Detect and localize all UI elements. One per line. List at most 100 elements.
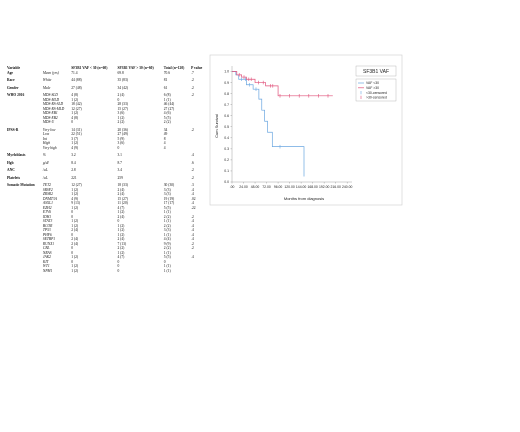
table-row: MDS-U 0 2 (2) 2 (2) xyxy=(6,120,206,125)
table-cell: 1 (2) xyxy=(71,141,79,145)
table-row: BCOR 1 (2) 1 (2) 2 (2) .4 xyxy=(6,224,206,229)
table-cell: 17 (17) xyxy=(163,201,175,205)
table-cell: .4 xyxy=(191,228,194,232)
table-cell: TET2 xyxy=(42,183,51,187)
y-tick-label: 1.0 xyxy=(224,70,229,74)
table-cell: 35 (83) xyxy=(117,78,128,82)
table-cell: 1 (2) xyxy=(117,115,125,120)
table-row: MDS-MLD 1 (2) 0 1 (1) xyxy=(6,98,206,103)
table-cell: NRAS xyxy=(42,250,52,255)
table-cell: SETBP1 xyxy=(42,237,56,241)
legend-label: VAF <30 xyxy=(366,81,379,85)
table-cell: 69.8 xyxy=(117,70,124,75)
x-tick-label: .00 xyxy=(230,185,235,189)
table-cell: Gender xyxy=(7,85,19,90)
table-cell: Int xyxy=(42,136,47,141)
table-row: Low 22 (51) 27 (49) 49 xyxy=(6,132,206,137)
table-cell: ANC xyxy=(7,168,15,172)
characteristics-table: Variable SF3B1 VAF < 30 (n=60) SF3B1 VAF >… xyxy=(6,66,206,273)
table-cell: .6 xyxy=(191,160,194,165)
table-cell: .2 xyxy=(191,246,194,250)
table-row: MDS-RS-SLD 18 (42) 28 (33) 46 (44) xyxy=(6,102,206,107)
x-tick-label: 120.00 xyxy=(284,185,294,189)
table-cell: .2 xyxy=(191,214,194,219)
table-cell: Low xyxy=(42,132,50,136)
table-row: NPM1 1 (2) 0 1 (1) xyxy=(6,269,206,274)
table-cell: .2 xyxy=(191,168,194,172)
header-cell: Total (n=120) xyxy=(163,66,185,70)
table-cell: 3 (3) xyxy=(163,187,171,192)
y-tick-label: 0.9 xyxy=(224,81,229,85)
table-cell: SRSF2 xyxy=(42,187,53,192)
table-cell: 0 xyxy=(117,268,120,273)
table-row: JAK2 1 (2) 4 (7) 5 (5) .4 xyxy=(6,255,206,260)
table-cell: 20 (36) xyxy=(117,127,128,132)
table-cell: .7 xyxy=(191,70,194,75)
table-cell: .2 xyxy=(191,241,194,246)
table-cell: 2 (4) xyxy=(117,214,125,219)
x-tick-label: 24.00 xyxy=(239,185,248,189)
table-cell: 3.1 xyxy=(117,153,122,157)
table-cell: 259 xyxy=(117,175,123,180)
table-row: PHF6 0 1 (2) 1 (1) .4 xyxy=(6,233,206,238)
x-tick-label: 216.00 xyxy=(330,185,340,189)
table-cell: 0 xyxy=(71,214,74,219)
table-cell: 8.7 xyxy=(117,160,122,165)
table-cell: KIT xyxy=(42,259,49,264)
table-cell: ETV6 xyxy=(42,210,52,214)
table-cell: DNMT3A xyxy=(42,196,57,201)
table-cell: 0 xyxy=(117,97,120,102)
table-cell: MDS-SLD xyxy=(42,93,58,97)
table-cell: 0 xyxy=(117,219,120,223)
table-cell: 27 (48) xyxy=(71,85,82,90)
table-cell: ASXL1 xyxy=(42,201,53,205)
table-cell: .4 xyxy=(191,232,194,237)
table-cell: 6 (8) xyxy=(163,93,171,97)
table-cell: 1 (2) xyxy=(71,264,79,268)
table-cell: JAK2 xyxy=(42,255,51,259)
table-row: WT1 1 (2) 0 1 (1) xyxy=(6,264,206,269)
legend-label: >30-censored xyxy=(366,96,387,100)
table-row: IDH1 0 2 (4) 2 (2) .2 xyxy=(6,215,206,220)
table-cell: 1 (2) xyxy=(71,219,79,223)
table-row: SRSF2 1 (2) 2 (4) 3 (3) .4 xyxy=(6,188,206,193)
table-cell: 2 (2) xyxy=(163,223,171,228)
table-row: RUNX1 2 (4) 7 (13) 9 (9) .2 xyxy=(6,242,206,247)
y-tick-label: 0.4 xyxy=(224,136,229,140)
table-cell: 1 (1) xyxy=(163,264,171,268)
survival-curve xyxy=(232,71,305,177)
table-cell: High xyxy=(42,141,51,145)
table-cell: PHF6 xyxy=(42,232,52,237)
table-cell: NPM1 xyxy=(42,268,53,273)
table-cell: 49 xyxy=(163,132,168,136)
table-cell: STAT3 xyxy=(42,219,53,223)
table-cell: 4 (7) xyxy=(117,255,125,259)
table-cell: RUNX1 xyxy=(42,241,55,246)
table-cell: .02 xyxy=(191,196,196,201)
table-cell: 1 (2) xyxy=(117,232,125,237)
title-box xyxy=(355,65,397,77)
table-cell: .4 xyxy=(191,255,194,259)
table-cell: .4 xyxy=(191,192,194,196)
table-row: STAT3 1 (2) 0 1 (1) .4 xyxy=(6,219,206,224)
table-cell: Very high xyxy=(42,145,57,150)
table-cell: 1 (2) xyxy=(117,250,125,255)
table-row: CBL 0 2 (2) 2 (2) .2 xyxy=(6,246,206,251)
table-cell: IDH1 xyxy=(42,214,52,219)
table-row: ETV6 0 1 (2) 1 (1) xyxy=(6,210,206,215)
table-cell: Myeloblasts xyxy=(7,153,26,157)
table-cell: 2 (4) xyxy=(117,192,125,196)
table-cell: 70.6 xyxy=(163,70,171,75)
table-cell: .4 xyxy=(191,187,194,192)
table-cell: 19 (19) xyxy=(163,196,175,201)
y-tick-label: 0.8 xyxy=(224,92,229,96)
table-row: MDS-RS-MLD 12 (27) 15 (27) 27 (27) xyxy=(6,107,206,112)
table-cell: 4 xyxy=(163,141,166,145)
table-cell: MDS-EB2 xyxy=(42,115,58,120)
table-cell: 5 (9) xyxy=(117,136,125,141)
chart-title: SF3B1 VAF xyxy=(363,69,389,75)
table-cell: Male xyxy=(42,85,51,90)
table-cell: 2 (4) xyxy=(71,241,79,246)
table-cell: 221 xyxy=(71,175,77,180)
table-cell: WT1 xyxy=(42,264,50,268)
